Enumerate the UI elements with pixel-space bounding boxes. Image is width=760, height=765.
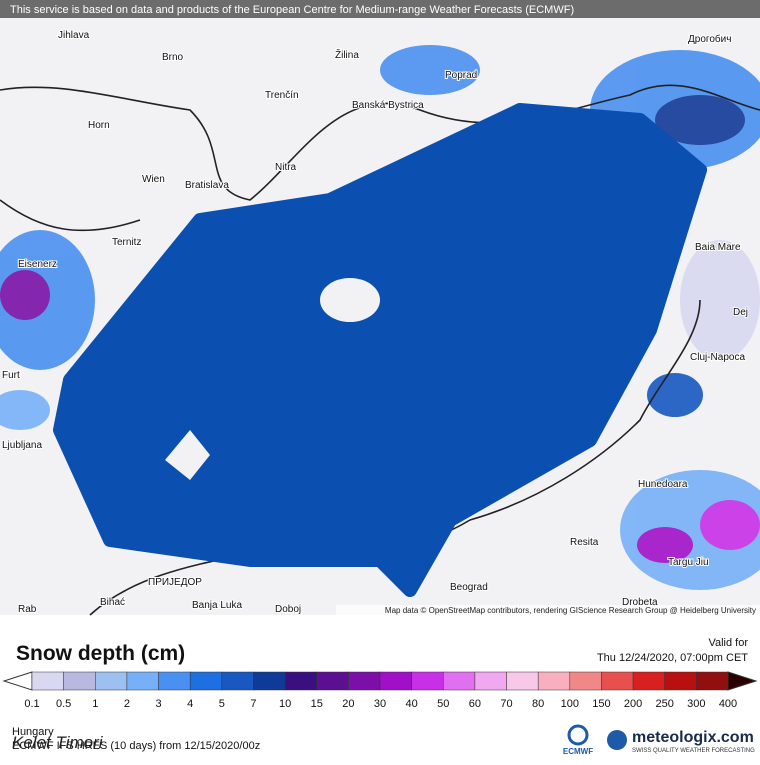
- scale-label: 250: [656, 698, 674, 710]
- scale-box: [474, 671, 507, 691]
- scale-box: [158, 671, 191, 691]
- city-label: Beograd: [450, 582, 488, 593]
- scale-label: 3: [155, 698, 161, 710]
- city-label: ПРИЈЕДОР: [148, 577, 202, 588]
- scale-box: [95, 671, 128, 691]
- city-label: Resita: [570, 537, 599, 548]
- city-label: Ljubljana: [2, 440, 42, 451]
- scale-label: 80: [532, 698, 544, 710]
- city-label: Žilina: [335, 48, 359, 61]
- scale-box: [63, 671, 96, 691]
- scale-box: [664, 671, 697, 691]
- city-labels: Jihlava Brno Žilina Poprad Дрогобич Tren…: [1, 29, 749, 616]
- scale-box: [601, 671, 634, 691]
- logo-tagline: SWISS QUALITY WEATHER FORECASTING: [632, 748, 755, 754]
- scale-arrow-right: [727, 671, 758, 691]
- scale-box: [443, 671, 476, 691]
- city-label: Cluj-Napoca: [690, 352, 745, 363]
- city-label: Wien: [142, 174, 165, 185]
- scale-label: 2: [124, 698, 130, 710]
- region: Hungary: [12, 726, 54, 738]
- city-label: Poprad: [445, 70, 477, 81]
- scale-box: [284, 671, 317, 691]
- logo-ecmwf: ECMWF: [563, 747, 593, 756]
- scale-label: 10: [279, 698, 291, 710]
- scale-label: 1: [92, 698, 98, 710]
- city-label: Targu Jiu: [668, 557, 709, 568]
- city-label: Ternitz: [112, 237, 141, 248]
- model-info: ECMWF IFS HRES (10 days) from 12/15/2020…: [12, 740, 260, 752]
- scale-box: [506, 671, 539, 691]
- attribution-bg: [336, 605, 760, 615]
- scale-box: [316, 671, 349, 691]
- scale-box: [632, 671, 665, 691]
- city-label: Hunedoara: [638, 479, 688, 490]
- banner: This service is based on data and produc…: [10, 4, 574, 16]
- meteologix-icon: [607, 730, 627, 750]
- scale-label: 200: [624, 698, 642, 710]
- banner-bg: [0, 0, 760, 18]
- city-label: Eisenerz: [18, 259, 57, 270]
- scale-label: 7: [250, 698, 256, 710]
- scale-arrow-left: [2, 671, 33, 691]
- scale-label: 0.1: [24, 698, 39, 710]
- scale-box: [411, 671, 444, 691]
- city-label: Doboj: [275, 604, 301, 615]
- attribution: Map data © OpenStreetMap contributors, r…: [385, 606, 756, 615]
- valid-label: Valid for: [708, 637, 748, 649]
- city-label: Banská Bystrica: [352, 100, 424, 111]
- logo-brand: meteologix.com: [632, 729, 754, 746]
- scale-box: [253, 671, 286, 691]
- scale-box: [189, 671, 223, 691]
- city-label: Jihlava: [58, 30, 90, 41]
- city-label: Nitra: [275, 162, 297, 173]
- scale-box: [126, 671, 159, 691]
- snow-areas: [0, 45, 760, 590]
- scale-label: 30: [374, 698, 386, 710]
- scale-label: 400: [719, 698, 737, 710]
- legend-title: Snow depth (cm): [16, 642, 185, 665]
- scribble-holes: [165, 278, 380, 480]
- city-label: Banja Luka: [192, 600, 242, 611]
- city-label: Dej: [733, 307, 748, 318]
- valid-time: Thu 12/24/2020, 07:00pm CET: [597, 652, 748, 664]
- scale-label: 0.5: [56, 698, 71, 710]
- handwriting: Kelet Timori: [12, 733, 104, 752]
- city-label: Дрогобич: [688, 33, 731, 45]
- scale-label: 60: [469, 698, 481, 710]
- scale-box: [696, 671, 729, 691]
- scale-label: 5: [219, 698, 225, 710]
- scale-box: [569, 671, 602, 691]
- scale-label: 4: [187, 698, 193, 710]
- city-label: Bihać: [100, 597, 125, 608]
- city-label: Brno: [162, 52, 184, 63]
- scale-label: 50: [437, 698, 449, 710]
- city-label: Horn: [88, 120, 110, 131]
- scale-box: [221, 671, 254, 691]
- scale-label: 100: [561, 698, 579, 710]
- scale-label: 15: [311, 698, 323, 710]
- scale-box: [379, 671, 412, 691]
- scale-box: [348, 671, 381, 691]
- ecmwf-icon: [567, 724, 589, 746]
- scale-box: [31, 671, 64, 691]
- scale-label: 40: [406, 698, 418, 710]
- city-label: Rab: [18, 604, 37, 615]
- scale-label: 20: [342, 698, 354, 710]
- scale-label: 300: [687, 698, 705, 710]
- city-label: Baia Mare: [695, 242, 741, 253]
- scale-label: 70: [500, 698, 512, 710]
- city-label: Trenčín: [265, 90, 299, 101]
- scale-label: 150: [592, 698, 610, 710]
- color-scale: 0.1 0.5 1 2 3 4 5 7 10 15 20 30 40 50 60 70 80 100 150 200 2…: [2, 671, 758, 710]
- scribble: [53, 103, 707, 597]
- city-label: Bratislava: [185, 180, 229, 191]
- scale-box: [537, 671, 571, 691]
- city-label: Furt: [2, 370, 20, 381]
